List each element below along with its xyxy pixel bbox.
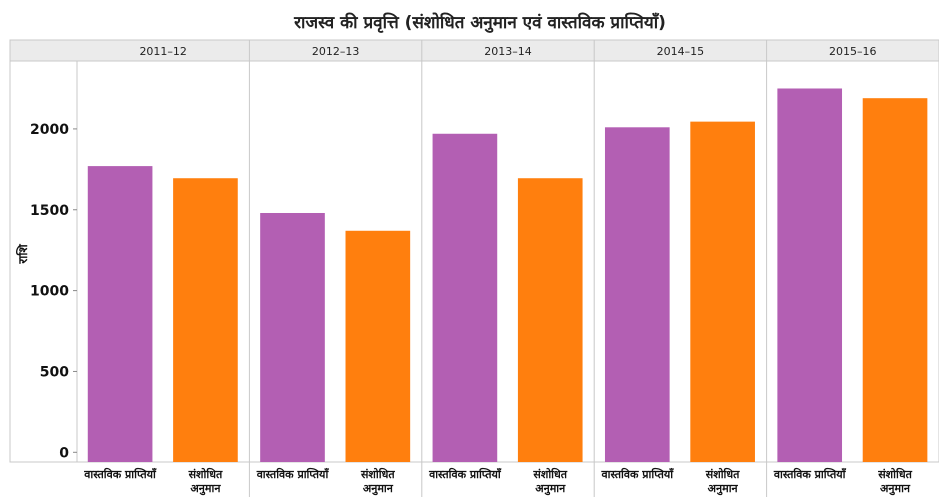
x-category-label: वास्तविक प्राप्तियाँ [773,467,847,481]
bar [517,178,583,462]
y-tick-label: 1500 [30,203,69,219]
panel-label: 2012–13 [312,45,360,58]
bar [604,127,670,462]
x-category-label: संशोधित [360,467,395,481]
y-axis-label: राशि [16,244,30,265]
panel-label: 2014–15 [657,45,705,58]
x-category-label: अनुमान [880,482,911,496]
x-category-label: संशोधित [188,467,223,481]
y-tick-label: 1000 [30,284,69,300]
y-tick-label: 0 [59,445,69,461]
y-tick-label: 500 [40,364,69,380]
x-category-label: संशोधित [532,467,567,481]
panel-label: 2013–14 [484,45,532,58]
bar [777,88,843,462]
bar [862,98,928,462]
bar [432,133,498,463]
x-category-label: अनुमान [535,482,566,496]
x-category-label: वास्तविक प्राप्तियाँ [256,467,330,481]
panel-label: 2011–12 [139,45,187,58]
panel-label: 2015–16 [829,45,877,58]
x-category-label: संशोधित [877,467,912,481]
x-category-label: वास्तविक प्राप्तियाँ [600,467,674,481]
x-category-label: अनुमान [708,482,739,496]
bar [345,230,411,462]
plot-area: 0 500 1000 1500 2000 2011–12 वास्तविक प्राप्ति… [9,39,939,497]
bar [260,212,325,462]
x-category-label: वास्तविक प्राप्तियाँ [428,467,502,481]
x-category-label: संशोधित [705,467,740,481]
x-category-label: अनुमान [190,482,221,496]
bar [87,166,153,462]
x-category-label: वास्तविक प्राप्तियाँ [83,467,157,481]
bar [690,121,755,463]
x-category-label: अनुमान [363,482,394,496]
bar [173,178,238,462]
chart-title: राजस्व की प्रवृत्ति (संशोधित अनुमान एवं … [293,12,666,33]
y-tick-label: 2000 [30,122,69,138]
